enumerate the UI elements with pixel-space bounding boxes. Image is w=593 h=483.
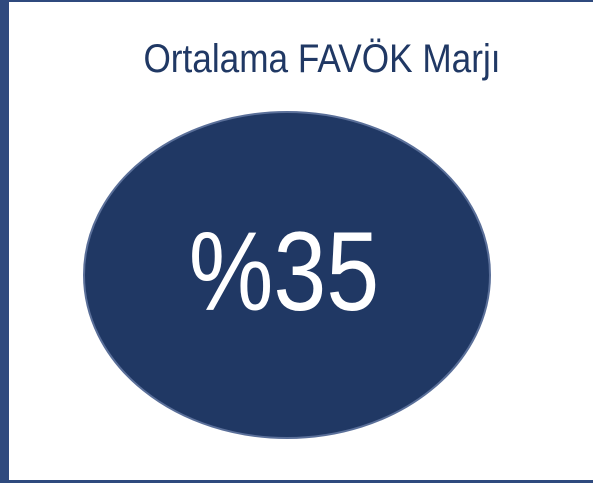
bottom-border	[0, 480, 593, 483]
kpi-value: %35	[189, 210, 380, 335]
title: Ortalama FAVÖK Marjı	[143, 36, 500, 81]
left-border	[0, 0, 9, 483]
kpi-ellipse	[83, 111, 491, 439]
top-border	[0, 0, 593, 2]
